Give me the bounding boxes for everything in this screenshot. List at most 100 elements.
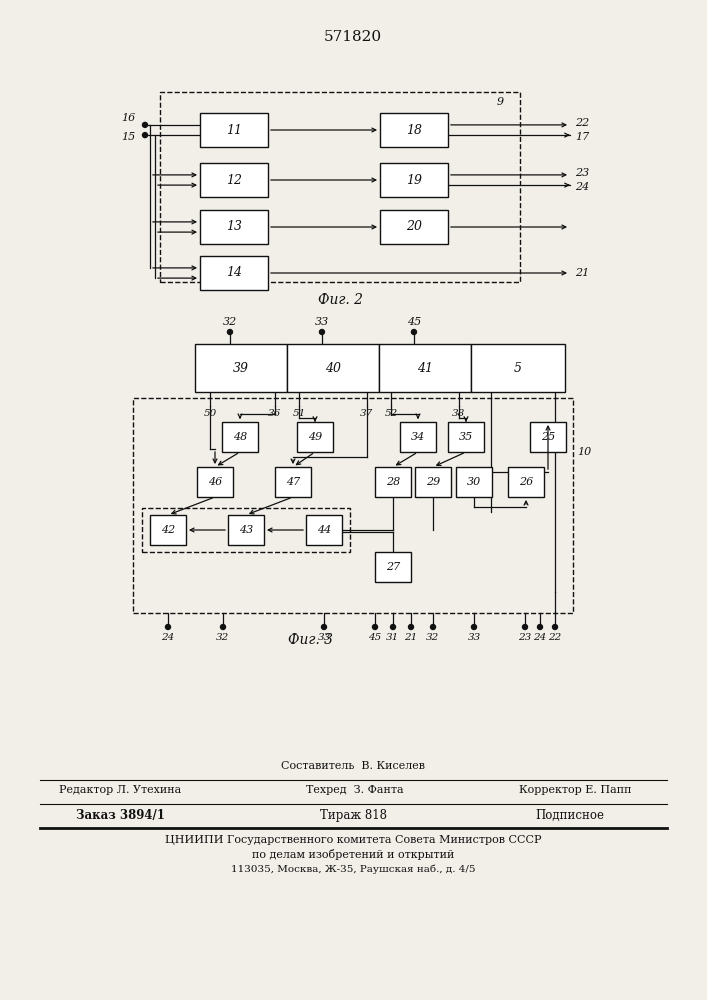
Text: 18: 18 [406, 123, 422, 136]
Circle shape [165, 624, 170, 630]
Bar [287, 344, 379, 392]
Text: Техред  З. Фанта: Техред З. Фанта [306, 785, 404, 795]
Bar [400, 422, 436, 452]
Text: 24: 24 [575, 182, 589, 192]
Text: 36: 36 [269, 408, 281, 418]
Text: Редактор Л. Утехина: Редактор Л. Утехина [59, 785, 181, 795]
Text: 35: 35 [459, 432, 473, 442]
Text: 571820: 571820 [324, 30, 382, 44]
Text: 44: 44 [317, 525, 331, 535]
Circle shape [409, 624, 414, 630]
Text: Фиг. 3: Фиг. 3 [288, 633, 332, 647]
Text: 14: 14 [226, 266, 242, 279]
Text: 22: 22 [549, 634, 561, 643]
Bar [471, 344, 565, 392]
Text: 113035, Москва, Ж-35, Раушская наб., д. 4/5: 113035, Москва, Ж-35, Раушская наб., д. … [230, 864, 475, 874]
Circle shape [320, 330, 325, 334]
Text: 11: 11 [226, 123, 242, 136]
Text: 32: 32 [223, 317, 237, 327]
Bar [380, 113, 448, 147]
Circle shape [228, 330, 233, 334]
Bar [375, 467, 411, 497]
Text: 39: 39 [233, 361, 249, 374]
Text: 24: 24 [533, 634, 547, 643]
Circle shape [143, 122, 148, 127]
Text: по делам изобретений и открытий: по делам изобретений и открытий [252, 848, 454, 859]
Bar [415, 467, 451, 497]
Bar [380, 210, 448, 244]
Text: 47: 47 [286, 477, 300, 487]
Text: 23: 23 [518, 634, 532, 643]
Circle shape [411, 330, 416, 334]
Text: 24: 24 [161, 634, 175, 643]
Text: 22: 22 [575, 118, 589, 128]
Text: 32: 32 [426, 634, 440, 643]
Text: 27: 27 [386, 562, 400, 572]
Bar [133, 398, 573, 613]
Bar [197, 467, 233, 497]
Text: 52: 52 [385, 408, 397, 418]
Text: 32: 32 [216, 634, 230, 643]
Bar [200, 256, 268, 290]
Circle shape [522, 624, 527, 630]
Text: 13: 13 [226, 221, 242, 233]
Text: 21: 21 [404, 634, 418, 643]
Text: 9: 9 [496, 97, 503, 107]
Text: 20: 20 [406, 221, 422, 233]
Text: ЦНИИПИ Государственного комитета Совета Министров СССР: ЦНИИПИ Государственного комитета Совета … [165, 835, 542, 845]
Bar [142, 508, 350, 552]
Bar [200, 210, 268, 244]
Circle shape [143, 133, 148, 138]
Text: 12: 12 [226, 174, 242, 186]
Text: 51: 51 [293, 408, 305, 418]
Text: Фиг. 2: Фиг. 2 [317, 293, 363, 307]
Circle shape [537, 624, 542, 630]
Bar [379, 344, 471, 392]
Bar [456, 467, 492, 497]
Circle shape [373, 624, 378, 630]
Bar [380, 163, 448, 197]
Circle shape [431, 624, 436, 630]
Text: 31: 31 [386, 634, 399, 643]
Text: 43: 43 [239, 525, 253, 535]
Text: 42: 42 [161, 525, 175, 535]
Text: 28: 28 [386, 477, 400, 487]
Text: 23: 23 [575, 168, 589, 178]
Text: 33: 33 [467, 634, 481, 643]
Text: 29: 29 [426, 477, 440, 487]
Bar [160, 92, 520, 282]
Bar [448, 422, 484, 452]
Text: 45: 45 [368, 634, 382, 643]
Text: 30: 30 [467, 477, 481, 487]
Bar [200, 163, 268, 197]
Bar [275, 467, 311, 497]
Circle shape [390, 624, 395, 630]
Text: 41: 41 [417, 361, 433, 374]
Text: 45: 45 [407, 317, 421, 327]
Bar [222, 422, 258, 452]
Text: 26: 26 [519, 477, 533, 487]
Text: 48: 48 [233, 432, 247, 442]
Text: 40: 40 [325, 361, 341, 374]
Text: Составитель  В. Киселев: Составитель В. Киселев [281, 761, 425, 771]
Text: 17: 17 [575, 132, 589, 142]
Text: 21: 21 [575, 268, 589, 278]
Text: 16: 16 [121, 113, 135, 123]
Text: 46: 46 [208, 477, 222, 487]
Bar [297, 422, 333, 452]
Text: 49: 49 [308, 432, 322, 442]
Circle shape [472, 624, 477, 630]
Bar [150, 515, 186, 545]
Text: Тираж 818: Тираж 818 [320, 808, 387, 822]
Text: 10: 10 [577, 447, 591, 457]
Bar [228, 515, 264, 545]
Circle shape [322, 624, 327, 630]
Text: 19: 19 [406, 174, 422, 186]
Bar [306, 515, 342, 545]
Text: 37: 37 [361, 408, 373, 418]
Text: Подписное: Подписное [535, 808, 604, 822]
Bar [200, 113, 268, 147]
Circle shape [552, 624, 558, 630]
Text: 38: 38 [452, 408, 466, 418]
Bar [530, 422, 566, 452]
